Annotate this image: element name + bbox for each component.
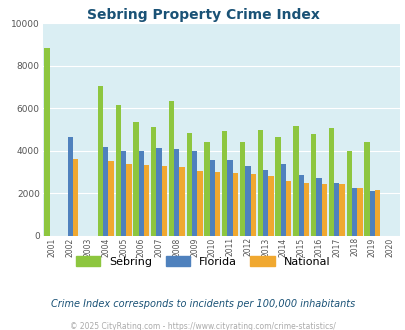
Bar (245, 166, 250, 236)
Bar (222, 131, 227, 236)
Bar (298, 175, 303, 236)
Bar (197, 171, 202, 236)
Text: Sebring Property Crime Index: Sebring Property Crime Index (86, 8, 319, 22)
Bar (192, 151, 197, 236)
Bar (356, 188, 362, 236)
Bar (215, 172, 220, 236)
Bar (108, 161, 113, 236)
Bar (133, 122, 138, 236)
Bar (275, 137, 280, 236)
Bar (126, 164, 131, 236)
Bar (227, 160, 232, 236)
Bar (257, 130, 262, 236)
Bar (121, 151, 126, 236)
Bar (268, 176, 273, 236)
Bar (72, 159, 78, 236)
Bar (161, 166, 166, 236)
Bar (151, 127, 156, 236)
Legend: Sebring, Florida, National: Sebring, Florida, National (72, 252, 333, 270)
Bar (321, 184, 326, 236)
Bar (204, 142, 209, 236)
Bar (239, 142, 245, 236)
Text: © 2025 CityRating.com - https://www.cityrating.com/crime-statistics/: © 2025 CityRating.com - https://www.city… (70, 322, 335, 330)
Bar (103, 147, 108, 236)
Bar (351, 188, 356, 236)
Bar (310, 134, 315, 236)
Bar (144, 165, 149, 236)
Bar (186, 133, 192, 236)
Bar (292, 126, 298, 236)
Bar (315, 179, 321, 236)
Bar (303, 183, 309, 236)
Bar (262, 170, 268, 236)
Text: Crime Index corresponds to incidents per 100,000 inhabitants: Crime Index corresponds to incidents per… (51, 299, 354, 309)
Bar (138, 151, 144, 236)
Bar (339, 184, 344, 236)
Bar (232, 173, 238, 236)
Bar (250, 174, 255, 236)
Bar (374, 190, 379, 236)
Bar (115, 105, 121, 236)
Bar (328, 128, 333, 236)
Bar (174, 149, 179, 236)
Bar (209, 160, 215, 236)
Bar (98, 86, 103, 236)
Bar (333, 183, 339, 236)
Bar (280, 164, 286, 236)
Bar (44, 48, 50, 236)
Bar (346, 151, 351, 236)
Bar (67, 137, 72, 236)
Bar (168, 101, 174, 236)
Bar (179, 167, 184, 236)
Bar (363, 142, 369, 236)
Bar (369, 191, 374, 236)
Bar (286, 181, 291, 236)
Bar (156, 148, 161, 236)
